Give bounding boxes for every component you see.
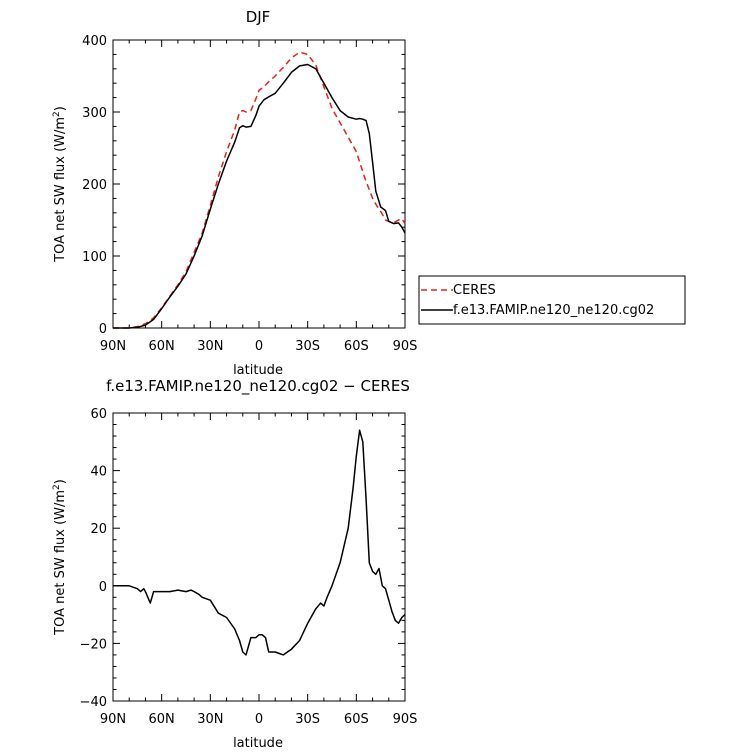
bottom-ytick-label: 20 [90, 522, 107, 537]
bottom-xtick-label: 90N [100, 712, 126, 727]
bottom-series-group [113, 429, 406, 656]
bottom-plot-frame [112, 412, 406, 702]
bottom-xtick-label: 30N [197, 712, 223, 727]
bottom-ylabel: TOA net SW flux (W/m2) [52, 479, 68, 636]
top-series-line-1 [113, 63, 406, 329]
top-xtick-label: 60S [344, 339, 369, 354]
bottom-ticks: 90N 60N 30N 0 30S 60S 90S −40 −20 0 20 40 60 [80, 407, 418, 727]
top-xtick-label: 30S [295, 339, 320, 354]
bottom-xtick-label: 60N [149, 712, 175, 727]
top-ytick-label: 0 [99, 322, 107, 337]
top-xtick-label: 30N [197, 339, 223, 354]
top-ylabel: TOA net SW flux (W/m2) [52, 106, 68, 263]
bottom-ytick-label: 40 [90, 465, 107, 480]
bottom-xtick-label: 90S [393, 712, 418, 727]
bottom-xtick-label: 30S [295, 712, 320, 727]
legend-label-ceres: CERES [453, 283, 496, 298]
bottom-xtick-label: 0 [255, 712, 263, 727]
top-series-group [113, 51, 406, 329]
bottom-panel: f.e13.FAMIP.ne120_ne120.cg02 − CERES 90N… [52, 377, 417, 751]
top-xtick-label: 0 [255, 339, 263, 354]
top-series-line-0 [113, 51, 406, 329]
bottom-xlabel: latitude [233, 736, 283, 751]
bottom-ytick-label: 0 [99, 580, 107, 595]
top-title: DJF [246, 8, 271, 26]
top-xtick-label: 90N [100, 339, 126, 354]
legend: CERES f.e13.FAMIP.ne120_ne120.cg02 [418, 275, 686, 325]
bottom-xtick-label: 60S [344, 712, 369, 727]
legend-label-model: f.e13.FAMIP.ne120_ne120.cg02 [453, 303, 654, 318]
bottom-ytick-label: −20 [80, 637, 107, 652]
top-ticks: 90N 60N 30N 0 30S 60S 90S 0 100 200 300 400 [82, 34, 417, 354]
bottom-ytick-label: −40 [80, 695, 107, 710]
legend-box [418, 275, 686, 325]
top-ytick-label: 100 [82, 250, 107, 265]
bottom-ytick-label: 60 [90, 407, 107, 422]
top-ytick-label: 200 [82, 178, 107, 193]
top-plot-frame [112, 39, 406, 329]
top-ytick-label: 400 [82, 34, 107, 49]
top-xlabel: latitude [233, 363, 283, 378]
top-panel: DJF 90N 60N 30N 0 30S 60S 90S 0 100 200 300 400 lat… [52, 8, 686, 378]
top-ytick-label: 300 [82, 106, 107, 121]
bottom-series-line-0 [113, 429, 406, 656]
bottom-title: f.e13.FAMIP.ne120_ne120.cg02 − CERES [106, 377, 410, 396]
top-xtick-label: 60N [149, 339, 175, 354]
top-xtick-label: 90S [393, 339, 418, 354]
